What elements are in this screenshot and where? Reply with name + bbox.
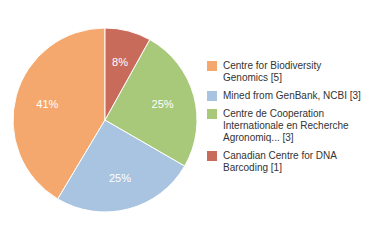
svg-text:25%: 25% [152,98,174,110]
html-text:Internationale en Recherche: Internationale en Recherche [223,120,349,131]
svg-text:8%: 8% [112,56,128,68]
html-text:Barcoding [1]: Barcoding [1] [223,162,282,173]
html-text:Centre de Cooperation: Centre de Cooperation [223,108,325,119]
html-text:Centre for Biodiversity: Centre for Biodiversity [223,60,322,71]
html-text:Genomics [5]: Genomics [5] [223,72,282,83]
html-text:Mined from GenBank, NCBI [3]: Mined from GenBank, NCBI [3] [223,90,361,101]
svg-text:41%: 41% [36,98,58,110]
html-text:Canadian Centre for DNA: Canadian Centre for DNA [223,150,337,161]
html-text:Agronomiq... [3]: Agronomiq... [3] [223,132,294,143]
svg-text:25%: 25% [109,172,131,184]
